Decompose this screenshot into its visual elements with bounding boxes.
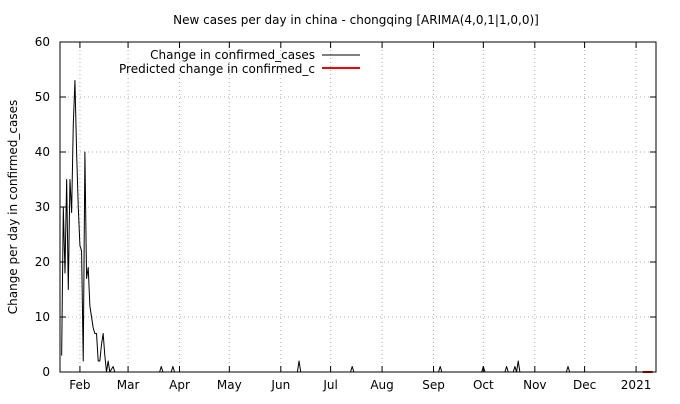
x-tick-label: Nov — [523, 378, 546, 392]
y-tick-label: 0 — [42, 365, 50, 379]
y-tick-label: 60 — [35, 35, 50, 49]
x-tick-label: Jun — [270, 378, 290, 392]
y-tick-label: 10 — [35, 310, 50, 324]
ticks: 0 10 20 30 40 50 60 Feb Mar Apr May Jun Jul Aug Sep Oct… — [35, 35, 656, 392]
y-tick-label: 20 — [35, 255, 50, 269]
x-tick-label: Sep — [422, 378, 445, 392]
y-tick-label: 40 — [35, 145, 50, 159]
series-line-confirmed — [61, 80, 653, 373]
grid — [60, 42, 656, 372]
x-tick-label: 2021 — [621, 378, 652, 392]
y-tick-label: 30 — [35, 200, 50, 214]
x-tick-label: Mar — [117, 378, 140, 392]
y-axis-label: Change per day in confirmed_cases — [6, 100, 20, 315]
x-tick-label: Apr — [169, 378, 190, 392]
y-tick-label: 50 — [35, 90, 50, 104]
legend-label-predicted: Predicted change in confirmed_c — [119, 62, 315, 76]
legend: Change in confirmed_cases Predicted chan… — [119, 48, 360, 76]
x-tick-label: Dec — [573, 378, 596, 392]
x-tick-label: Aug — [370, 378, 393, 392]
series-layer — [61, 80, 653, 373]
x-tick-label: Oct — [473, 378, 494, 392]
x-tick-label: May — [217, 378, 242, 392]
x-tick-label: Feb — [69, 378, 90, 392]
plot-frame — [59, 41, 657, 373]
x-tick-label: Jul — [322, 378, 337, 392]
chart-title: New cases per day in china - chongqing [… — [173, 13, 539, 27]
legend-label-confirmed: Change in confirmed_cases — [150, 48, 315, 62]
